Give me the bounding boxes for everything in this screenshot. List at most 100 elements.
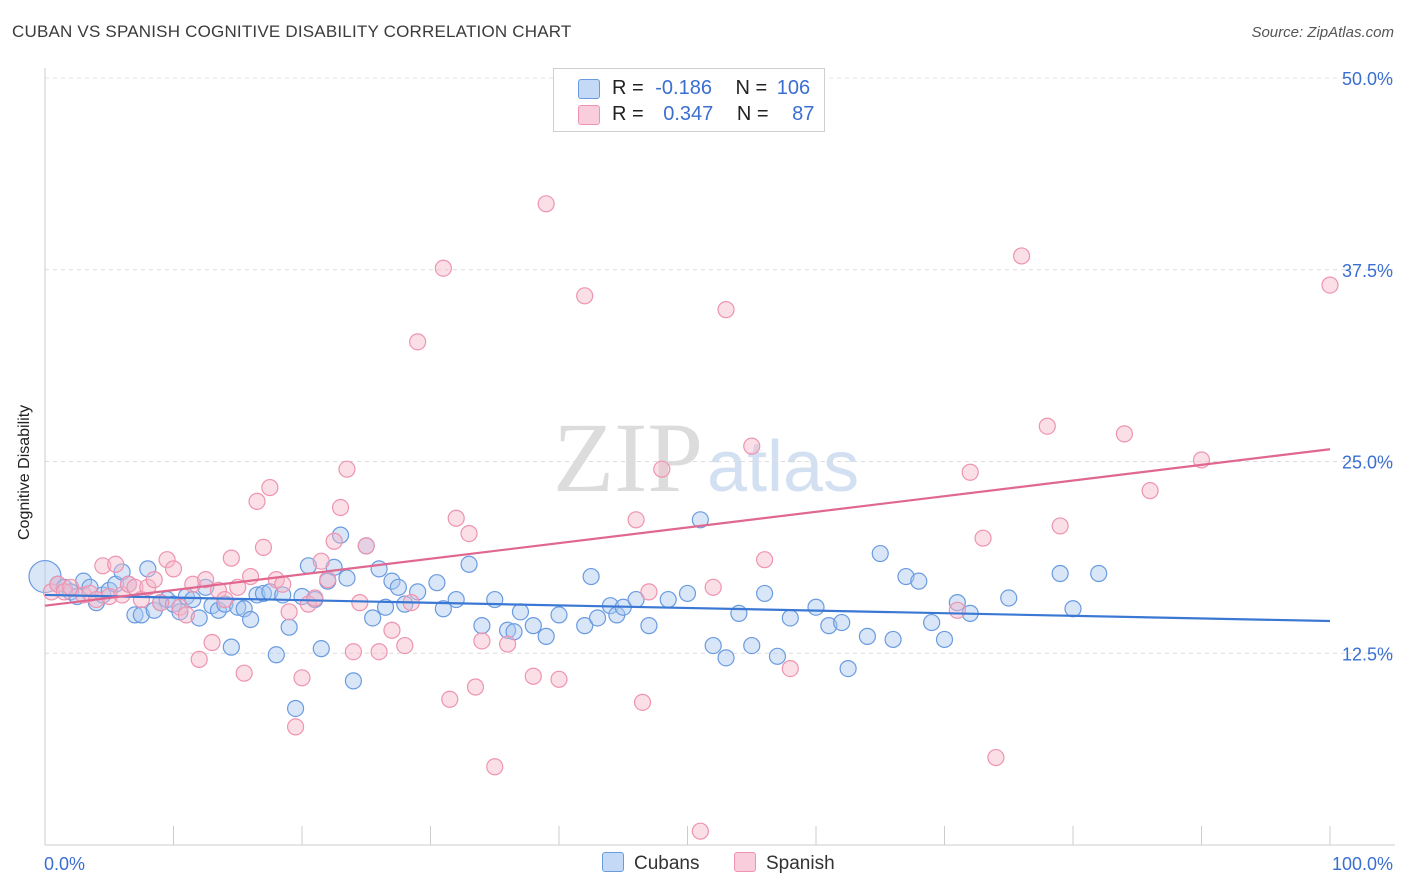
cubans-point	[640, 617, 658, 635]
spanish-point	[466, 678, 485, 696]
spanish-point	[441, 690, 459, 708]
cubans-point	[730, 604, 748, 622]
cubans-point	[344, 672, 362, 690]
legend-n-value: 87	[792, 103, 815, 125]
spanish-point	[576, 287, 594, 305]
cubans-point	[935, 630, 954, 649]
spanish-point	[293, 669, 311, 687]
spanish-point	[261, 478, 279, 497]
spanish-point	[235, 664, 253, 682]
spanish-point	[1115, 425, 1134, 443]
spanish-point	[1051, 517, 1069, 535]
cubans-point	[884, 630, 902, 649]
y-axis-label: Cognitive Disability	[16, 404, 33, 540]
spanish-point	[550, 670, 568, 688]
bottom-legend-label-cubans: Cubans	[634, 853, 700, 874]
bottom-legend-cubans: Cubans	[602, 852, 700, 875]
cubans-point	[910, 572, 928, 590]
cubans-point	[511, 603, 530, 621]
cubans-point	[781, 609, 799, 627]
spanish-point	[1012, 247, 1031, 265]
legend-n-label: N =	[736, 103, 769, 125]
correlation-legend: R = -0.186 N = 106 R = 0.347 N = 87	[553, 68, 825, 132]
cubans-point	[396, 595, 414, 613]
spanish-point	[338, 460, 356, 478]
cubans-point	[428, 574, 446, 592]
spanish-point	[312, 552, 330, 570]
cubans-point	[582, 567, 600, 586]
spanish-point	[409, 333, 427, 351]
cubans-point	[717, 649, 735, 667]
spanish-point	[691, 822, 709, 840]
watermark: ZIPatlas	[553, 400, 859, 515]
spanish-point	[357, 537, 375, 555]
cubans-point	[576, 617, 594, 635]
cubans-point	[1064, 600, 1082, 618]
bottom-legend-swatch-spanish	[734, 852, 756, 872]
spanish-point	[306, 589, 324, 607]
spanish-point	[254, 538, 273, 557]
spanish-trend-line	[44, 448, 1331, 607]
spanish-point	[627, 511, 645, 529]
spanish-point	[1321, 276, 1339, 294]
cubans-point	[132, 606, 150, 624]
cubans-point	[235, 600, 253, 618]
cubans-point	[447, 590, 465, 609]
spanish-point	[145, 571, 163, 589]
cubans-point	[434, 600, 452, 618]
legend-swatch-spanish	[578, 105, 600, 125]
spanish-point	[524, 667, 542, 685]
spanish-point	[704, 578, 722, 596]
x-tick-label: 100.0%	[1332, 854, 1393, 874]
cubans-point	[409, 583, 427, 601]
cubans-point	[184, 590, 202, 609]
cubans-point	[286, 699, 305, 718]
legend-r-label: R =	[612, 103, 644, 125]
cubans-point	[678, 584, 697, 603]
y-tick-label: 50.0%	[1342, 69, 1393, 89]
cubans-point	[267, 646, 285, 664]
spanish-point	[197, 571, 215, 589]
legend-swatch-cubans	[578, 79, 600, 99]
cubans-point	[1090, 564, 1108, 583]
cubans-trend-line	[44, 593, 1331, 623]
spanish-point	[961, 463, 979, 481]
legend-r-value: 0.347	[663, 103, 714, 125]
spanish-point	[325, 532, 343, 550]
cubans-point	[190, 609, 208, 627]
source-label: Source: ZipAtlas.com	[1251, 24, 1394, 41]
cubans-point	[743, 636, 761, 655]
cubans-point	[807, 598, 825, 616]
spanish-point	[486, 758, 504, 776]
spanish-point	[222, 549, 240, 567]
cubans-point	[473, 617, 491, 635]
spanish-point	[81, 584, 99, 603]
spanish-point	[434, 259, 452, 277]
chart-title: CUBAN VS SPANISH COGNITIVE DISABILITY CO…	[12, 22, 572, 41]
cubans-point	[768, 647, 787, 665]
legend-r-label: R =	[612, 77, 644, 99]
spanish-point	[948, 601, 966, 619]
cubans-point	[460, 555, 478, 573]
cubans-point	[389, 578, 407, 596]
cubans-point	[659, 590, 677, 609]
spanish-point	[473, 632, 491, 650]
spanish-point	[633, 693, 652, 711]
spanish-point	[974, 529, 992, 547]
watermark-atlas: atlas	[707, 427, 860, 507]
spanish-point	[653, 460, 671, 478]
spanish-point	[717, 301, 735, 319]
spanish-point	[319, 571, 337, 589]
cubans-point	[338, 569, 356, 587]
spanish-point	[1141, 482, 1159, 500]
cubans-point	[755, 584, 774, 603]
cubans-point	[222, 638, 240, 656]
watermark-zip: ZIP	[553, 402, 703, 513]
spanish-point	[460, 524, 478, 543]
legend-n-value: 106	[776, 77, 811, 99]
y-tick-label: 25.0%	[1342, 453, 1393, 473]
bottom-legend-spanish: Spanish	[734, 852, 835, 875]
spanish-point	[396, 636, 414, 655]
spanish-point	[286, 718, 305, 736]
cubans-point	[280, 618, 298, 636]
